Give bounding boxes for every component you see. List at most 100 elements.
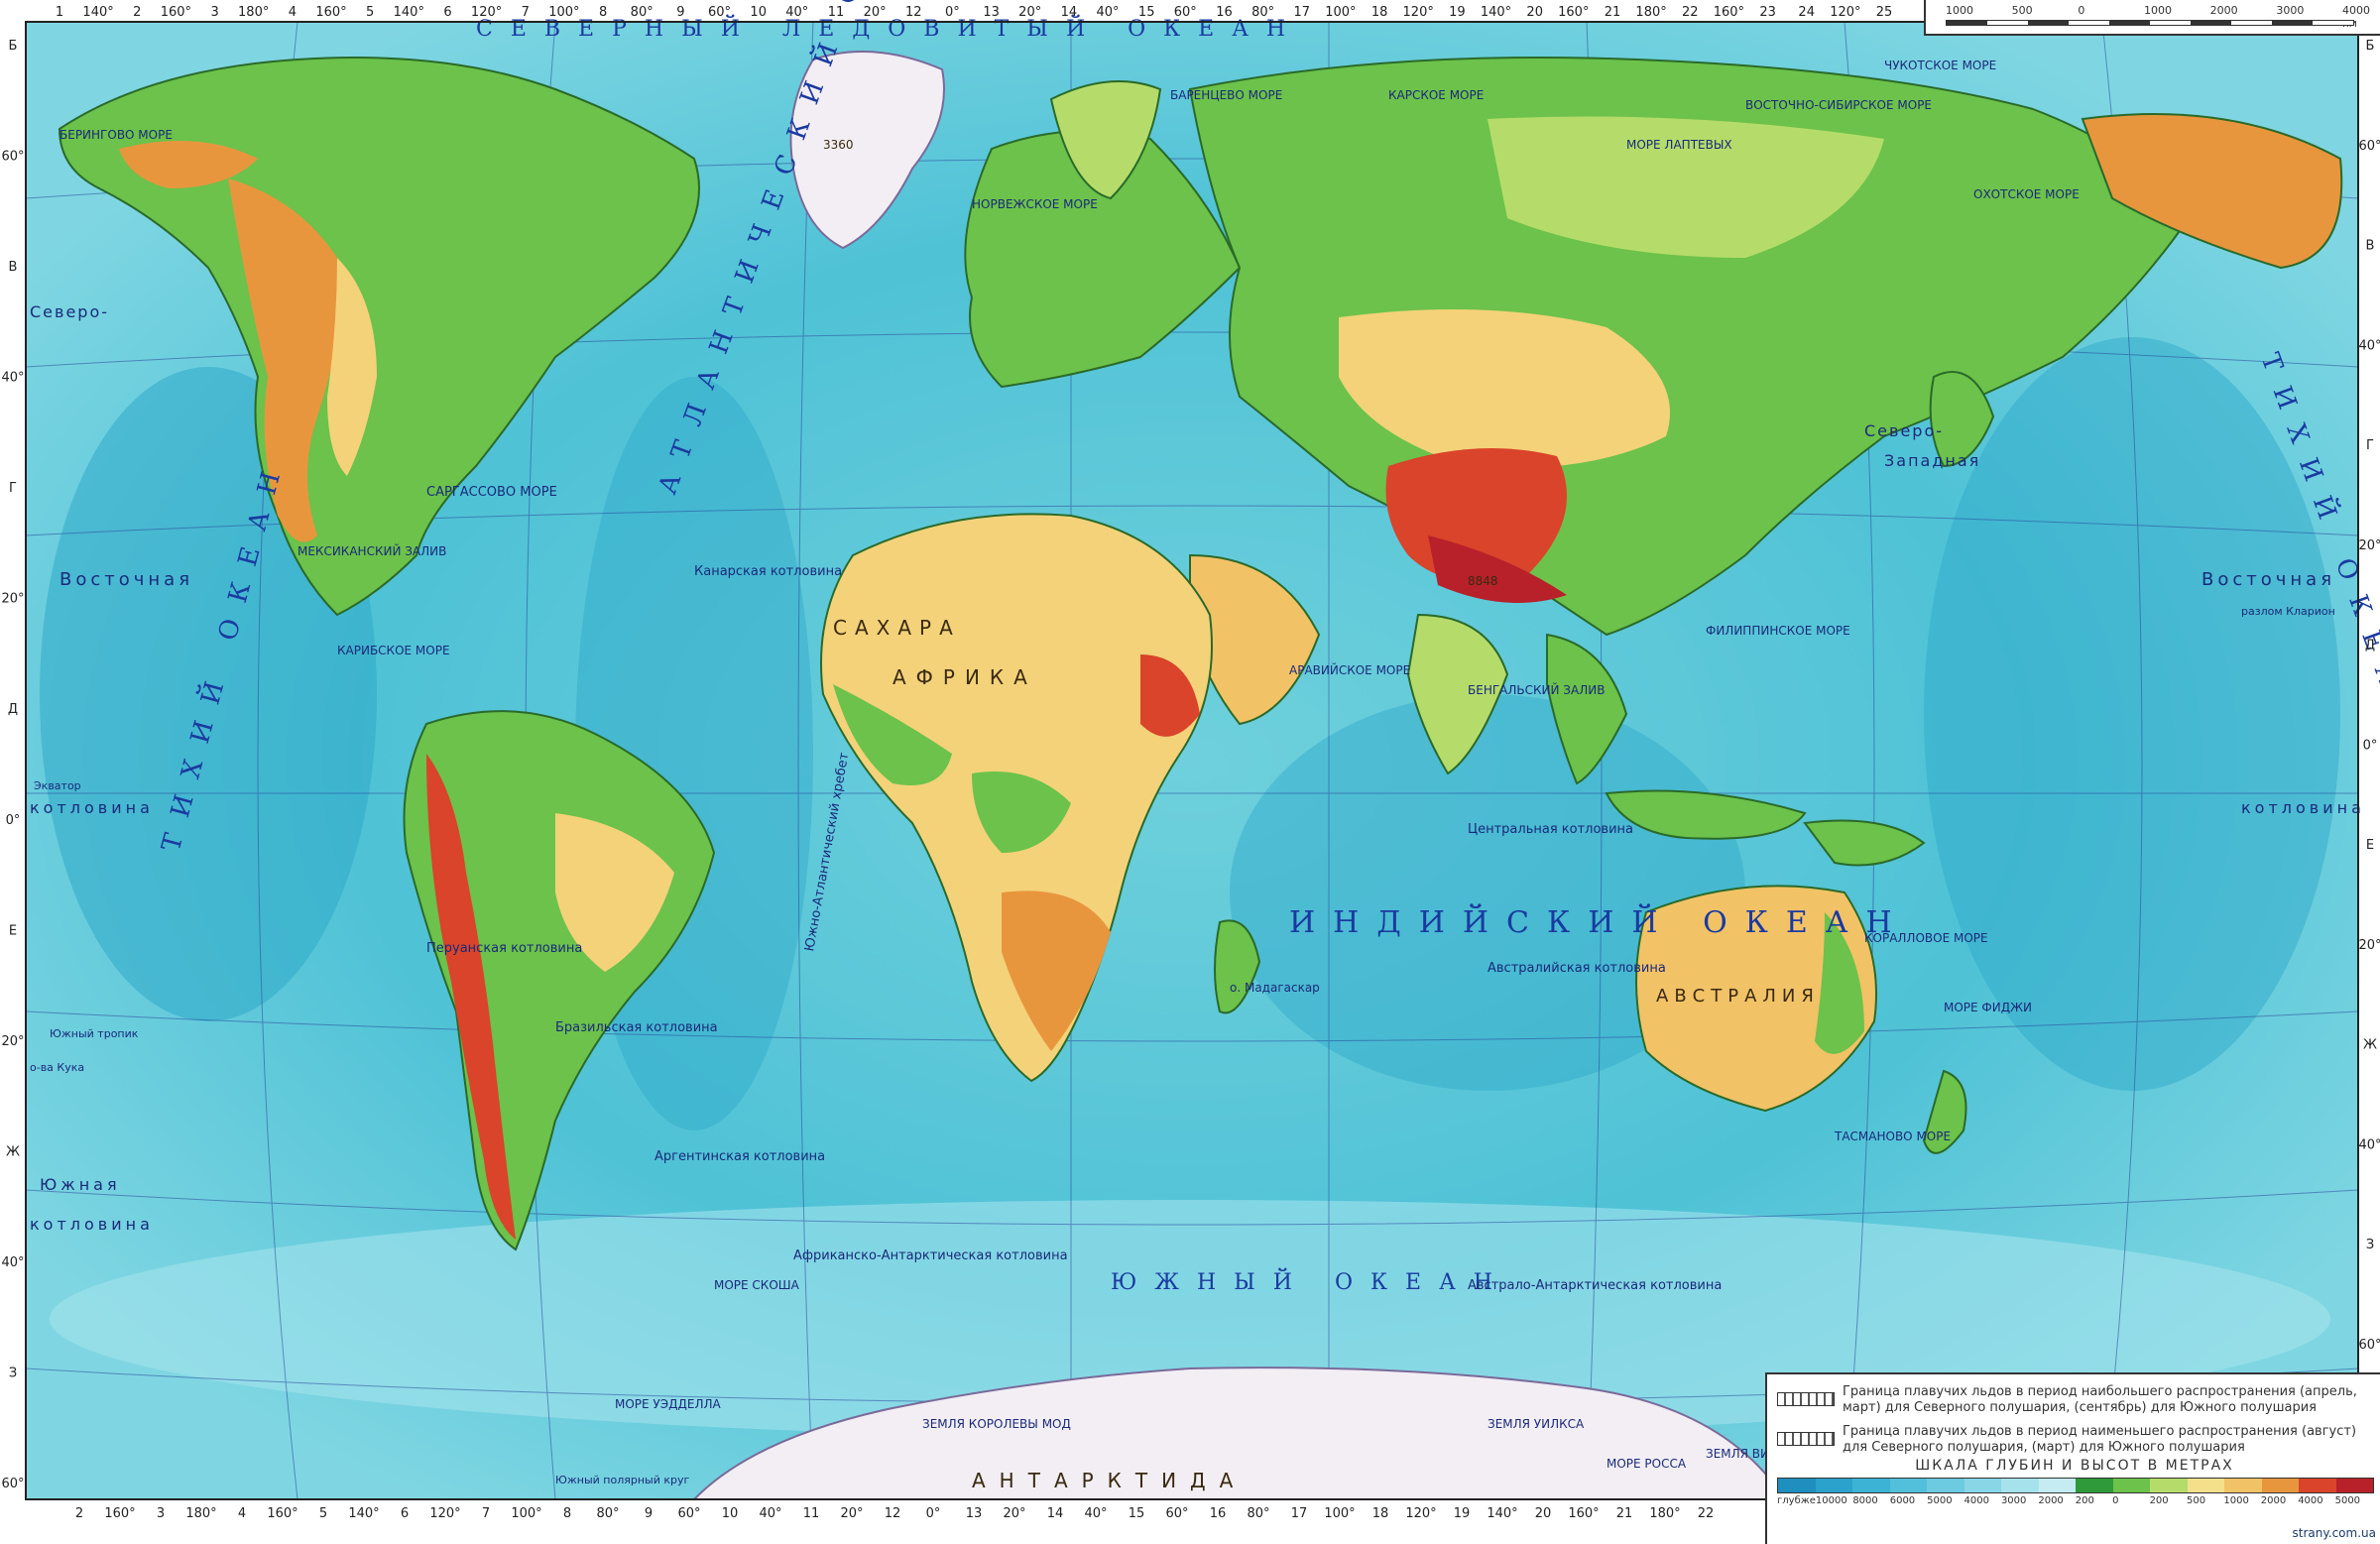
top-edge-label-5: 180° <box>238 5 269 20</box>
african-antarctic-basin-label: Африканско-Антарктическая котловина <box>793 1248 1068 1263</box>
color-label-3: 6000 <box>1889 1495 1916 1506</box>
scandinavia-landmass <box>1049 80 1162 200</box>
top-edge-label-32: 17 <box>1294 5 1311 20</box>
bottom-edge-label-23: 20° <box>1003 1506 1025 1521</box>
laptev-sea-label: МОРЕ ЛАПТЕВЫХ <box>1626 138 1732 152</box>
right-edge-label-13: 60° <box>2358 1338 2380 1353</box>
top-edge-label-21: 20° <box>864 5 887 20</box>
antarctica-landmass <box>691 1366 1787 1500</box>
top-edge-label-12: 7 <box>522 5 530 20</box>
alaska-mountain <box>119 141 258 188</box>
left-edge-label-13: 60° <box>1 1477 24 1491</box>
top-edge-label-43: 160° <box>1714 5 1744 20</box>
depth-height-color-bar <box>1777 1478 2374 1493</box>
left-edge-labels: Б 60° В 40° Г 20° Д 0° Е 20° Ж 40° З 60° <box>1 39 24 1491</box>
top-edge-label-38: 20 <box>1526 5 1543 20</box>
top-edge-label-33: 100° <box>1325 5 1356 20</box>
left-edge-label-3: 40° <box>1 371 24 386</box>
weddell-sea-label: МОРЕ УЭДДЕЛЛА <box>615 1397 722 1411</box>
color-step-4 <box>1927 1479 1964 1492</box>
bottom-edge-label-28: 16 <box>1210 1506 1227 1521</box>
color-step-15 <box>2335 1479 2373 1492</box>
bay-of-bengal-label: БЕНГАЛЬСКИЙ ЗАЛИВ <box>1468 682 1605 697</box>
basin-east-label: котловина <box>2241 798 2365 817</box>
color-label-13: 2000 <box>2260 1495 2287 1506</box>
bottom-edge-label-5: 160° <box>267 1506 298 1521</box>
color-label-8: 200 <box>2075 1495 2094 1506</box>
top-edge-label-2: 2 <box>133 5 141 20</box>
east-basin-west-label: Восточная <box>60 569 193 590</box>
left-edge-label-1: 60° <box>1 150 24 165</box>
top-edge-label-17: 60° <box>708 5 731 20</box>
top-edge-label-1: 140° <box>82 5 113 20</box>
bottom-edge-label-7: 140° <box>348 1506 379 1521</box>
scale-tick-5: 3000 <box>2276 4 2305 17</box>
right-edge-label-8: Е <box>2366 838 2374 853</box>
top-edge-label-13: 100° <box>548 5 579 20</box>
cook-islands-label: о-ва Кука <box>30 1061 84 1074</box>
australo-antarctic-basin-label: Австрало-Антарктическая котловина <box>1468 1278 1722 1293</box>
top-edge-label-44: 23 <box>1759 5 1776 20</box>
bottom-edge-label-37: 160° <box>1568 1506 1599 1521</box>
map-border <box>25 21 2359 1500</box>
bottom-edge-label-32: 18 <box>1372 1506 1389 1521</box>
left-edge-label-8: Е <box>9 923 17 938</box>
bottom-edge-label-14: 9 <box>645 1506 653 1521</box>
ice-limit-max-symbol <box>1777 1392 1835 1406</box>
left-edge-label-9: 20° <box>1 1034 24 1049</box>
top-edge-label-25: 20° <box>1018 5 1041 20</box>
top-edge-label-16: 9 <box>676 5 684 20</box>
chukchi-sea-label: ЧУКОТСКОЕ МОРЕ <box>1884 59 1996 72</box>
gulf-of-mexico-label: МЕКСИКАНСКИЙ ЗАЛИВ <box>298 543 446 558</box>
color-step-14 <box>2299 1479 2336 1492</box>
color-step-13 <box>2261 1479 2299 1492</box>
bottom-edge-label-25: 40° <box>1084 1506 1107 1521</box>
bottom-edge-label-24: 14 <box>1047 1506 1064 1521</box>
indian-ocean-label: ИНДИЙСКИЙ ОКЕАН <box>1289 903 1910 940</box>
coral-sea-label: КОРАЛЛОВОЕ МОРЕ <box>1864 931 1988 945</box>
right-edge-label-12: З <box>2366 1238 2374 1252</box>
color-step-1 <box>1815 1479 1852 1492</box>
clarion-fault-label: разлом Кларион <box>2241 605 2335 618</box>
southern-ocean-label: ЮЖНЫЙ ОКЕАН <box>1111 1267 1510 1295</box>
top-edge-label-6: 4 <box>289 5 297 20</box>
europe-landmass <box>964 130 1242 389</box>
sargasso-sea-label: САРГАССОВО МОРЕ <box>426 485 557 500</box>
bottom-edge-label-15: 60° <box>677 1506 700 1521</box>
canary-basin-label: Канарская котловина <box>694 564 842 579</box>
color-label-7: 2000 <box>2038 1495 2064 1506</box>
bottom-edge-label-34: 19 <box>1454 1506 1471 1521</box>
left-edge-label-5: 20° <box>1 592 24 607</box>
indonesia-islands <box>1605 789 1807 840</box>
andes-mountain <box>426 754 516 1240</box>
right-edge-label-2: В <box>2366 239 2375 254</box>
philippine-sea-label: ФИЛИППИНСКОЕ МОРЕ <box>1706 624 1850 638</box>
right-edge-label-9: 20° <box>2358 938 2380 953</box>
top-edge-label-15: 80° <box>631 5 654 20</box>
scale-tick-1: 500 <box>2011 4 2033 17</box>
bottom-edge-label-16: 10 <box>722 1506 739 1521</box>
bottom-edge-label-9: 120° <box>429 1506 460 1521</box>
top-edge-label-19: 40° <box>785 5 808 20</box>
ice-limit-min-symbol <box>1777 1432 1835 1446</box>
right-edge-label-3: 40° <box>2358 338 2380 353</box>
top-edge-label-26: 14 <box>1061 5 1078 20</box>
top-edge-label-27: 40° <box>1096 5 1119 20</box>
color-step-11 <box>2187 1479 2224 1492</box>
left-edge-label-4: Г <box>9 481 17 496</box>
bottom-edge-label-20: 12 <box>885 1506 901 1521</box>
top-edge-label-18: 10 <box>750 5 767 20</box>
scale-tick-6: 4000 км <box>2342 4 2370 30</box>
fiji-sea-label: МОРЕ ФИДЖИ <box>1944 1001 2032 1014</box>
top-edge-label-34: 18 <box>1371 5 1388 20</box>
peruvian-basin-label: Перуанская котловина <box>426 941 582 956</box>
left-edge-label-2: В <box>9 260 18 275</box>
siberia-upland <box>1488 116 1884 258</box>
australia-label: АВСТРАЛИЯ <box>1656 986 1820 1007</box>
color-step-7 <box>2038 1479 2076 1492</box>
bottom-edge-label-8: 6 <box>401 1506 409 1521</box>
color-step-2 <box>1852 1479 1890 1492</box>
barents-sea-label: БАРЕНЦЕВО МОРЕ <box>1170 88 1282 102</box>
